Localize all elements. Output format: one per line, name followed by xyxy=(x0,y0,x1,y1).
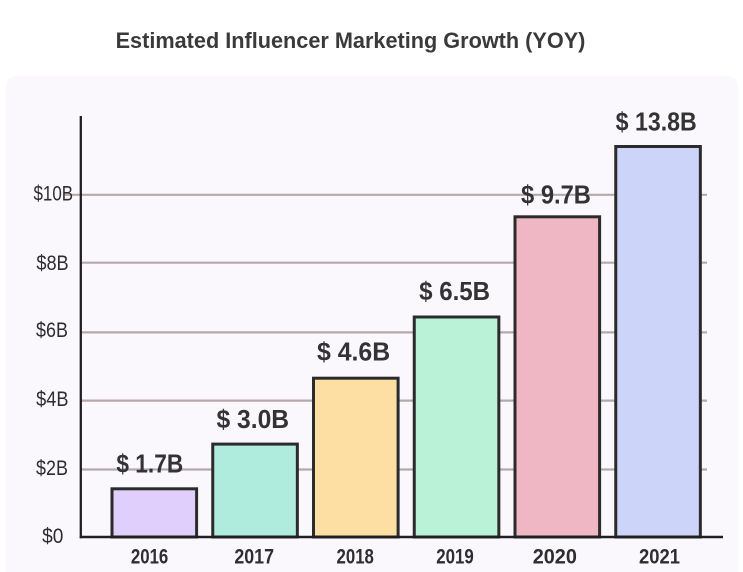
svg-text:2019: 2019 xyxy=(436,544,474,568)
svg-text:$ 1.7B: $ 1.7B xyxy=(116,450,183,478)
svg-text:$ 4.6B: $ 4.6B xyxy=(317,339,390,367)
svg-text:$8B: $8B xyxy=(36,252,68,275)
svg-text:$4B: $4B xyxy=(36,388,68,411)
svg-text:$2B: $2B xyxy=(36,457,68,480)
svg-text:2021: 2021 xyxy=(639,544,680,568)
svg-text:$ 6.5B: $ 6.5B xyxy=(419,278,490,306)
svg-text:$10B: $10B xyxy=(34,182,74,205)
svg-text:$ 9.7B: $ 9.7B xyxy=(521,181,591,209)
svg-text:$0: $0 xyxy=(42,525,63,548)
svg-text:$ 3.0B: $ 3.0B xyxy=(217,406,290,434)
svg-text:Estimated Influencer Marketing: Estimated Influencer Marketing Growth (Y… xyxy=(116,28,586,53)
svg-text:2016: 2016 xyxy=(131,544,168,568)
svg-text:$ 13.8B: $ 13.8B xyxy=(616,108,697,136)
svg-text:2020: 2020 xyxy=(533,544,577,568)
svg-text:$6B: $6B xyxy=(36,319,68,342)
svg-text:2018: 2018 xyxy=(337,544,374,568)
svg-text:2017: 2017 xyxy=(234,544,274,568)
